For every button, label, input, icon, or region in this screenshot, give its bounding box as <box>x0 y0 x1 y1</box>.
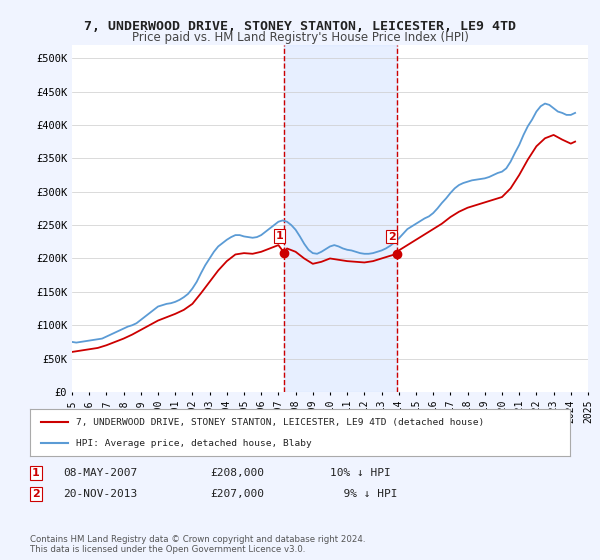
Text: 9% ↓ HPI: 9% ↓ HPI <box>330 489 398 499</box>
Text: £208,000: £208,000 <box>210 468 264 478</box>
Text: 10% ↓ HPI: 10% ↓ HPI <box>330 468 391 478</box>
Text: 2: 2 <box>388 232 396 242</box>
Text: 1: 1 <box>275 231 283 241</box>
Text: 08-MAY-2007: 08-MAY-2007 <box>63 468 137 478</box>
Text: £207,000: £207,000 <box>210 489 264 499</box>
Text: 1: 1 <box>32 468 40 478</box>
Text: 7, UNDERWOOD DRIVE, STONEY STANTON, LEICESTER, LE9 4TD (detached house): 7, UNDERWOOD DRIVE, STONEY STANTON, LEIC… <box>76 418 484 427</box>
Text: 7, UNDERWOOD DRIVE, STONEY STANTON, LEICESTER, LE9 4TD: 7, UNDERWOOD DRIVE, STONEY STANTON, LEIC… <box>84 20 516 32</box>
Bar <box>284 45 397 392</box>
Text: 2: 2 <box>32 489 40 499</box>
Text: 20-NOV-2013: 20-NOV-2013 <box>63 489 137 499</box>
Text: Contains HM Land Registry data © Crown copyright and database right 2024.
This d: Contains HM Land Registry data © Crown c… <box>30 535 365 554</box>
Text: Price paid vs. HM Land Registry's House Price Index (HPI): Price paid vs. HM Land Registry's House … <box>131 31 469 44</box>
Text: HPI: Average price, detached house, Blaby: HPI: Average price, detached house, Blab… <box>76 438 311 447</box>
